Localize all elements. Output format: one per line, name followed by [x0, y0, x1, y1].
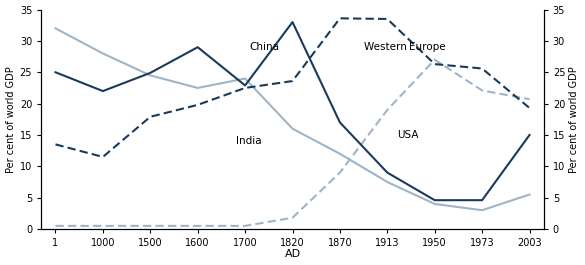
Text: USA: USA: [397, 130, 418, 140]
Y-axis label: Per cent of world GDP: Per cent of world GDP: [569, 66, 580, 173]
Text: China: China: [250, 42, 280, 52]
Text: Western Europe: Western Europe: [364, 42, 445, 52]
X-axis label: AD: AD: [284, 249, 301, 259]
Y-axis label: Per cent of world GDP: Per cent of world GDP: [5, 66, 16, 173]
Text: India: India: [236, 136, 261, 146]
